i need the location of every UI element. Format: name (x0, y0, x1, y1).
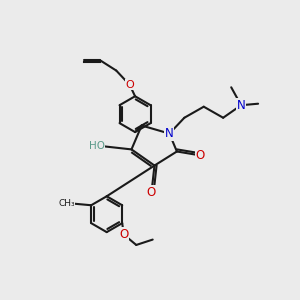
Text: HO: HO (88, 141, 105, 152)
Text: O: O (125, 80, 134, 90)
Text: O: O (147, 186, 156, 199)
Text: CH₃: CH₃ (58, 199, 75, 208)
Text: O: O (196, 149, 205, 162)
Text: N: N (237, 99, 245, 112)
Text: O: O (119, 228, 128, 241)
Text: N: N (165, 127, 174, 140)
